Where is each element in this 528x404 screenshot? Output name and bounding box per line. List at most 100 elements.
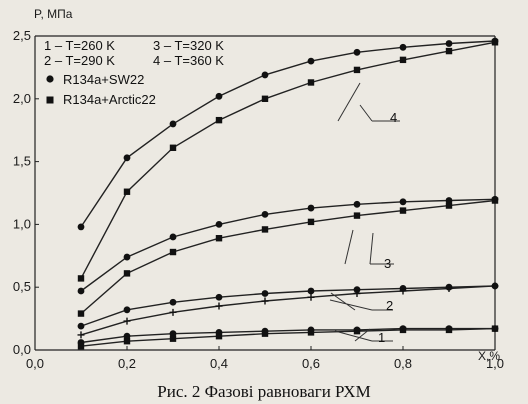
y-axis-label: P, МПа bbox=[34, 7, 73, 21]
data-point-curve-4-square bbox=[261, 95, 269, 102]
x-tick-label: 0,4 bbox=[210, 356, 228, 371]
data-point-curve-3-circle bbox=[307, 204, 315, 212]
data-point-curve-3-square bbox=[445, 202, 453, 209]
data-point-curve-4-circle bbox=[307, 57, 315, 65]
data-point-curve-1-square bbox=[445, 326, 453, 334]
y-tick-label: 1,0 bbox=[13, 216, 31, 231]
x-tick-label: 0,6 bbox=[302, 356, 320, 371]
data-point-curve-2-plus bbox=[491, 282, 499, 290]
curve-2-leader bbox=[329, 292, 393, 311]
data-point-curve-3-square bbox=[261, 226, 269, 233]
legend-temp-4: 4 – T=360 K bbox=[153, 53, 224, 68]
x-tick-label: 0,2 bbox=[118, 356, 136, 371]
series-line-curve-3-circle bbox=[80, 198, 496, 292]
curve-4-leader bbox=[337, 82, 400, 122]
data-point-curve-3-square bbox=[169, 248, 177, 256]
data-point-curve-2-plus bbox=[215, 302, 223, 310]
legend-label-sw22: R134a+SW22 bbox=[63, 72, 144, 87]
series-line-curve-2-plus bbox=[80, 285, 496, 336]
data-point-curve-4-circle bbox=[123, 154, 131, 162]
data-point-curve-3-square bbox=[399, 207, 407, 214]
curve-label-2: 2 bbox=[386, 298, 393, 313]
data-point-curve-3-square bbox=[307, 218, 315, 226]
data-point-curve-3-circle bbox=[215, 221, 223, 228]
data-point-curve-1-square bbox=[77, 343, 85, 350]
y-tick-label: 2,0 bbox=[13, 91, 31, 106]
x-tick-label: 0,0 bbox=[26, 356, 44, 371]
legend-circle-marker bbox=[46, 75, 54, 83]
data-point-curve-1-square bbox=[123, 338, 131, 345]
y-tick-label: 0,0 bbox=[13, 342, 31, 357]
data-point-curve-1-square bbox=[169, 335, 177, 342]
data-point-curve-4-square bbox=[77, 275, 85, 282]
data-point-curve-1-square bbox=[215, 332, 223, 340]
data-point-curve-4-circle bbox=[261, 71, 269, 79]
data-point-curve-1-square bbox=[491, 325, 499, 332]
data-point-curve-2-plus bbox=[77, 331, 85, 339]
data-point-curve-4-square bbox=[399, 56, 407, 64]
figure-caption: Рис. 2 Фазові равноваги РХМ bbox=[157, 382, 370, 401]
data-point-curve-2-plus bbox=[123, 317, 131, 325]
data-point-curve-3-square bbox=[215, 235, 223, 242]
data-point-curve-4-square bbox=[123, 188, 131, 195]
data-point-curve-2-circle bbox=[169, 298, 177, 306]
data-point-curve-1-square bbox=[307, 329, 315, 336]
data-point-curve-3-circle bbox=[169, 233, 177, 241]
x-axis-label: X,% bbox=[478, 349, 500, 363]
data-point-curve-3-square bbox=[353, 212, 361, 219]
data-point-curve-4-square bbox=[169, 144, 177, 151]
axes bbox=[34, 35, 496, 351]
ticks: 0,0 0,2 0,4 0,6 0,8 1,0 0,0 0,5 1,0 1,5 2,0 2,5 bbox=[13, 28, 504, 371]
curve-label-1: 1 bbox=[378, 330, 385, 345]
legend: 1 – T=260 K 3 – T=320 K 2 – T=290 K 4 – … bbox=[44, 38, 224, 107]
data-point-curve-2-plus bbox=[261, 297, 269, 305]
data-point-curve-2-circle bbox=[123, 306, 131, 314]
data-point-curve-2-plus bbox=[307, 293, 315, 301]
legend-label-arctic22: R134a+Arctic22 bbox=[63, 92, 156, 107]
data-point-curve-2-circle bbox=[215, 293, 223, 301]
curve-label-3: 3 bbox=[384, 256, 391, 271]
data-point-curve-2-plus bbox=[353, 289, 361, 297]
x-tick-label: 1,0 bbox=[486, 356, 504, 371]
data-point-curve-2-plus bbox=[445, 284, 453, 292]
curve-3-leader bbox=[344, 229, 394, 265]
legend-temp-2: 2 – T=290 K bbox=[44, 53, 115, 68]
data-point-curve-2-circle bbox=[353, 286, 361, 294]
data-point-curve-3-square bbox=[123, 270, 131, 277]
data-point-curve-3-square bbox=[77, 310, 85, 317]
data-point-curve-4-circle bbox=[399, 43, 407, 51]
data-point-curve-4-circle bbox=[445, 40, 453, 47]
series-line-curve-4-circle bbox=[80, 40, 496, 228]
data-point-curve-3-circle bbox=[399, 198, 407, 206]
data-point-curve-4-circle bbox=[77, 223, 85, 231]
data-point-curve-4-circle bbox=[215, 92, 223, 100]
curve-1-leader bbox=[334, 328, 393, 342]
data-point-curve-2-circle bbox=[261, 290, 269, 297]
legend-temp-1: 1 – T=260 K bbox=[44, 38, 115, 53]
data-point-curve-1-square bbox=[261, 330, 269, 337]
y-tick-label: 0,5 bbox=[13, 279, 31, 294]
data-point-curve-1-circle bbox=[169, 330, 177, 338]
series-line-curve-3-square bbox=[80, 199, 496, 315]
data-point-curve-4-square bbox=[445, 47, 453, 55]
legend-temp-3: 3 – T=320 K bbox=[153, 38, 224, 53]
series-group bbox=[80, 40, 496, 347]
series-line-curve-4-square bbox=[80, 41, 496, 279]
data-point-curve-2-plus bbox=[399, 287, 407, 295]
series-line-curve-1-square bbox=[80, 327, 496, 347]
y-tick-label: 1,5 bbox=[13, 154, 31, 169]
markers-group bbox=[77, 37, 499, 350]
data-point-curve-1-circle bbox=[123, 332, 131, 340]
data-point-curve-4-square bbox=[215, 116, 223, 124]
data-point-curve-1-square bbox=[353, 327, 361, 335]
data-point-curve-2-plus bbox=[169, 308, 177, 316]
series-line-curve-2-circle bbox=[80, 285, 496, 327]
data-point-curve-4-square bbox=[307, 79, 315, 86]
data-point-curve-4-circle bbox=[353, 48, 361, 56]
series-line-curve-1-circle bbox=[80, 327, 495, 344]
data-point-curve-2-circle bbox=[77, 322, 85, 330]
data-point-curve-1-square bbox=[399, 326, 407, 334]
legend-square-marker bbox=[46, 96, 54, 104]
data-point-curve-4-circle bbox=[169, 120, 177, 128]
